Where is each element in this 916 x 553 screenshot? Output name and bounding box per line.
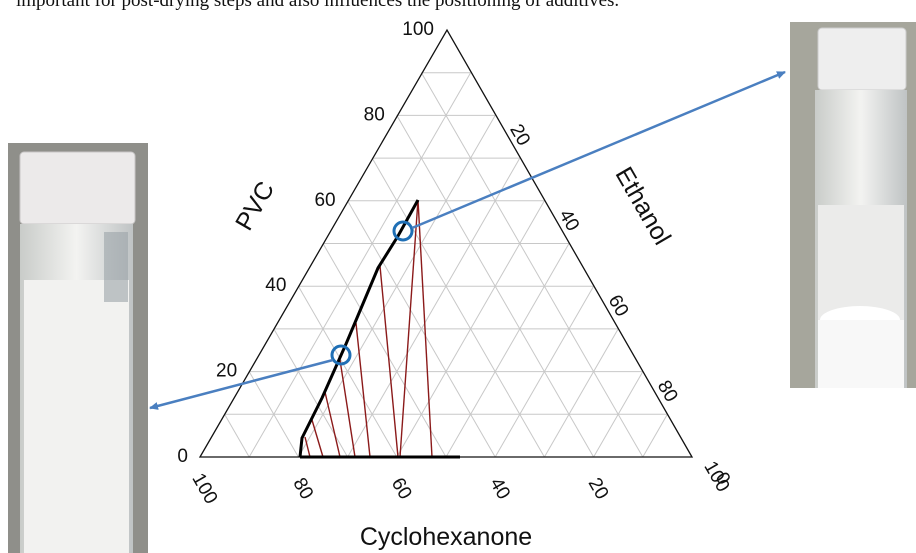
tick-label: 80 [364,104,385,125]
grid-line [543,328,619,458]
grid-line [371,157,545,458]
grid-line [642,414,668,458]
grid-line [396,115,595,458]
axis-label: Cyclohexanone [360,523,532,551]
grid-line [347,157,521,458]
grid-line [248,72,472,458]
arrow [149,358,334,410]
tie-lines [304,199,433,458]
grid-line [224,414,250,458]
grid-line [248,371,299,458]
axis-label: PVC [230,177,280,236]
marker-circle [392,220,414,242]
tick-label: 100 [187,470,221,508]
grid [224,72,668,458]
grid-line [297,285,398,458]
marker-circle [330,344,352,366]
grid-line [322,243,447,458]
tick-label: 40 [485,474,514,503]
grid-line [420,72,644,458]
tick-label: 80 [653,377,682,406]
tick-label: 20 [584,474,613,503]
caption-fragment: important for post-drying steps and also… [16,0,619,11]
right-vial-photo [790,22,916,388]
tick-label: 0 [177,446,188,467]
tick-label: 40 [265,275,286,296]
axis-label: Ethanol [610,162,677,249]
left-vial-photo [8,143,148,553]
tick-label: 40 [554,206,583,235]
tick-label: 20 [505,121,534,150]
binodal-curve [298,199,460,459]
grid-line [445,243,570,458]
tick-label: 100 [402,19,434,40]
tick-label: 20 [216,361,237,382]
tick-label: 60 [387,474,416,503]
tick-label: 60 [314,190,335,211]
tick-label: 80 [288,474,317,503]
tick-label: 60 [604,292,633,321]
arrow [411,70,786,230]
grid-line [347,200,496,458]
